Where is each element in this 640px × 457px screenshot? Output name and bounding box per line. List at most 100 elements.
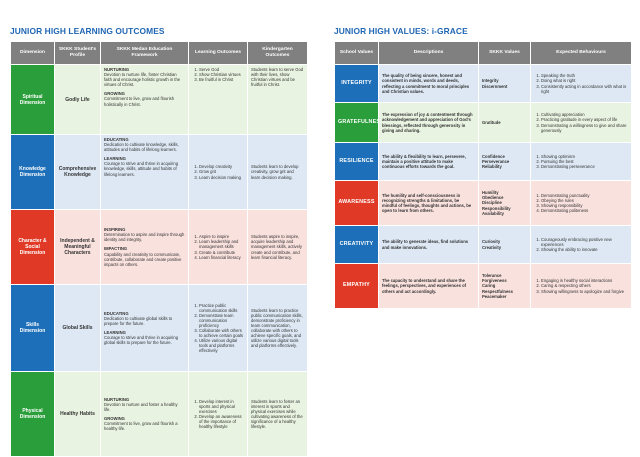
behaviours-list: Cultivating appreciation Practicing grat…: [534, 112, 628, 132]
list-item: Grow grit: [199, 169, 244, 174]
value-description: The ability to generate ideas, find solu…: [378, 225, 479, 264]
framework-text: Dedication to cultivate knowledge, skill…: [104, 142, 179, 153]
framework-heading: INSPIRING: [104, 227, 126, 233]
kindergarten-cell: Students learn to practice public commun…: [247, 284, 308, 372]
behaviours-list: Engaging in healthy social interactions …: [534, 278, 628, 293]
list-item: Demonstrate team communication proficien…: [199, 313, 244, 328]
behaviours-cell: Cultivating appreciation Practicing grat…: [530, 102, 632, 143]
value-description: The capacity to understand and share the…: [378, 263, 479, 309]
outcomes-cell: Develop creativity Grow grit Learn decis…: [188, 134, 248, 210]
framework-text: Dedication to cultivate global skills to…: [104, 315, 173, 326]
list-item: Courageously embracing positive new expe…: [541, 237, 628, 247]
skkk-value: Availability: [482, 210, 504, 216]
skkk-values-cell: Tolerance Forgiveness Caring Respectfuln…: [478, 263, 531, 309]
outcomes-cell: Aspire to inspire Learn leadership and m…: [188, 209, 248, 285]
header-kindergarten: Kindergarten Outcomes: [247, 41, 308, 65]
kindergarten-cell: Students learn to serve God with their l…: [247, 64, 308, 135]
table-row: Gratefulness The expression of joy & con…: [334, 102, 632, 143]
header-skkk-values: SKKK Values: [478, 41, 531, 65]
table-row: Physical Dimension Healthy Habits NURTUR…: [10, 371, 308, 457]
header-outcomes: Learning Outcomes: [188, 41, 248, 65]
framework-cell: NURTURING Devotion to nurture and foster…: [100, 371, 189, 457]
table-row: Integrity The quality of being sincere, …: [334, 64, 632, 103]
behaviours-cell: Engaging in healthy social interactions …: [530, 263, 632, 309]
list-item: Practice public communication skills: [199, 303, 244, 313]
list-item: Learn leadership and management skills: [199, 239, 244, 249]
skkk-values-cell: Integrity Discernment: [478, 64, 531, 103]
list-item: Showing willingness to apologize and for…: [541, 289, 628, 294]
skkk-value: Forgiveness: [482, 278, 507, 284]
header-behaviours: Expected Behaviours: [530, 41, 632, 65]
framework-text: Courage to strive and thrive in acquirin…: [104, 335, 179, 346]
profile-cell: Healthy Habits: [54, 371, 101, 457]
list-item: Develop interest in sports and physical …: [199, 399, 244, 414]
skkk-values-cell: Curiosity Creativity: [478, 225, 531, 264]
list-item: Demonstrating politeness: [541, 208, 628, 213]
value-name: Gratefulness: [334, 102, 379, 143]
learning-outcomes-table: Dimension SKKK Student's Profile SKKK Me…: [10, 41, 308, 457]
skkk-value: Gratitude: [482, 119, 501, 125]
list-item: Showing optimism: [541, 154, 628, 159]
framework-heading: EDUCATING: [104, 137, 129, 142]
header-framework: SKKK Medan Education Framework: [100, 41, 189, 65]
framework-cell: NURTURING Devotion to nurture life, fost…: [100, 64, 189, 135]
skkk-value: Obedience: [482, 195, 504, 201]
dimension-cell: Character & Social Dimension: [10, 209, 55, 285]
outcomes-cell: Practice public communication skills Dem…: [188, 284, 248, 372]
framework-text: Determination to aspire and inspire thro…: [104, 232, 185, 243]
list-item: Cultivating appreciation: [541, 112, 628, 117]
profile-cell: Comprehensive Knowledge: [54, 134, 101, 210]
skkk-value: Confidence: [482, 153, 505, 159]
framework-text: Devotion to nurture and foster a healthy…: [104, 401, 178, 412]
header-dimension: Dimension: [10, 41, 55, 65]
list-item: Showing the ability to innovate: [541, 247, 628, 252]
framework-cell: EDUCATING Dedication to cultivate knowle…: [100, 134, 189, 210]
list-item: Develop creativity: [199, 164, 244, 169]
skkk-value: Humility: [482, 190, 499, 196]
behaviours-list: Demonstrating punctuality Obeying the ru…: [534, 193, 628, 213]
header-school-values: School Values: [334, 41, 379, 65]
skkk-value: Caring: [482, 283, 496, 289]
list-item: Learn financial literacy: [199, 255, 244, 260]
kindergarten-cell: Students learn to develop creativity, gr…: [247, 134, 308, 210]
table-row: Resilience The ability & flexibility to …: [334, 142, 632, 181]
framework-heading: NURTURING: [104, 396, 130, 402]
skkk-value: Tolerance: [482, 273, 502, 279]
skkk-value: Perseverance: [482, 158, 510, 164]
skkk-values-cell: Humility Obedience Discipline Responsibi…: [478, 180, 531, 226]
list-item: Be fruitful in Christ: [199, 77, 244, 82]
framework-heading: EDUCATING: [104, 310, 129, 316]
value-name: Integrity: [334, 64, 379, 103]
behaviours-list: Showing optimism Pursuing the best Demon…: [534, 154, 628, 169]
behaviours-cell: Demonstrating punctuality Obeying the ru…: [530, 180, 632, 226]
list-item: Utilize various digital tools and platfo…: [199, 338, 244, 353]
list-item: Serve God: [199, 67, 244, 72]
skkk-value: Creativity: [482, 244, 502, 250]
profile-cell: Global Skills: [54, 284, 101, 372]
list-item: Aspire to inspire: [199, 234, 244, 239]
skkk-values-cell: Confidence Perseverance Reliability: [478, 142, 531, 181]
table-row: Spiritual Dimension Godly Life NURTURING…: [10, 64, 308, 135]
list-item: Practicing gratitude in every aspect of …: [541, 117, 628, 122]
profile-cell: Independent & Meaningful Characters: [54, 209, 101, 285]
list-item: Doing what is right: [541, 78, 628, 83]
skkk-values-cell: Gratitude: [478, 102, 531, 143]
list-item: Demonstrating punctuality: [541, 193, 628, 198]
framework-text: Devotion to nurture life, foster Christi…: [104, 72, 181, 88]
values-title: JUNIOR HIGH VALUES: i-GRACE: [334, 26, 468, 36]
list-item: Collaborate with others to achieve certa…: [199, 328, 244, 338]
list-item: Show Christian virtues: [199, 72, 244, 77]
skkk-value: Reliability: [482, 164, 502, 170]
framework-heading: LEARNING: [104, 330, 126, 335]
table-header-row: School Values Descriptions SKKK Values E…: [334, 41, 632, 65]
dimension-cell: Skills Dimension: [10, 284, 55, 372]
outcomes-cell: Develop interest in sports and physical …: [188, 371, 248, 457]
list-item: Demonstrating a willingness to give and …: [541, 123, 628, 133]
framework-heading: GROWING: [104, 416, 125, 421]
framework-cell: EDUCATING Dedication to cultivate global…: [100, 284, 189, 372]
dimension-cell: Knowledge Dimension: [10, 134, 55, 210]
framework-text: Capability and creativity to communicate…: [104, 251, 182, 267]
profile-cell: Godly Life: [54, 64, 101, 135]
list-item: Develop an awareness of the importance o…: [199, 414, 244, 429]
list-item: Showing responsibility: [541, 203, 628, 208]
